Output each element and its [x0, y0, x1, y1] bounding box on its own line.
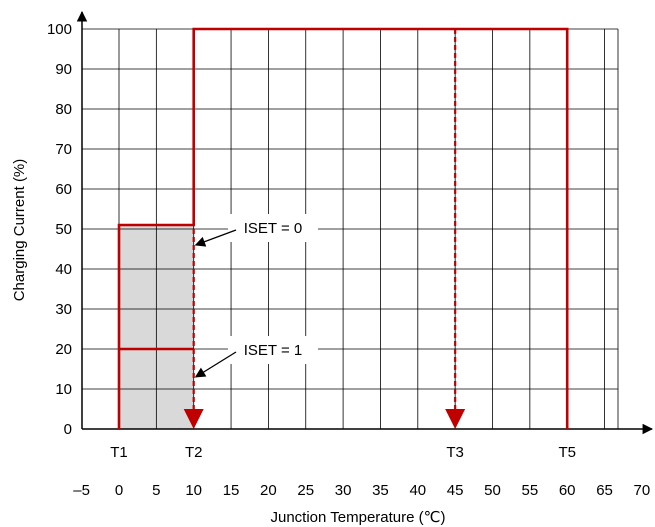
callout-label: ISET = 0 — [244, 220, 303, 237]
x-tick-label: 50 — [484, 482, 501, 499]
x-tick-label: 10 — [185, 482, 202, 499]
x-tick-label: 25 — [297, 482, 314, 499]
threshold-label: T5 — [558, 444, 576, 461]
y-tick-label: 20 — [55, 341, 72, 358]
callout-box — [228, 214, 318, 242]
y-tick-label: 40 — [55, 261, 72, 278]
dashed-arrow-head — [183, 409, 204, 429]
callout-box — [228, 336, 318, 364]
x-tick-label: 70 — [634, 482, 651, 499]
threshold-label: T3 — [446, 444, 464, 461]
x-tick-label: 60 — [559, 482, 576, 499]
y-tick-label: 0 — [64, 421, 72, 438]
x-axis-title: Junction Temperature (℃) — [271, 509, 446, 526]
x-tick-label: 15 — [223, 482, 240, 499]
y-tick-label: 100 — [47, 21, 72, 38]
x-tick-label: 20 — [260, 482, 277, 499]
threshold-label: T2 — [185, 444, 203, 461]
y-tick-label: 50 — [55, 221, 72, 238]
x-tick-label: 35 — [372, 482, 389, 499]
axis-layer — [76, 10, 654, 435]
x-tick-label: –5 — [73, 482, 90, 499]
callout-arrow — [194, 229, 237, 247]
x-tick-label: 45 — [447, 482, 464, 499]
y-tick-label: 30 — [55, 301, 72, 318]
callout-arrow — [194, 351, 237, 378]
x-tick-label: 0 — [115, 482, 123, 499]
callout-layer: ISET = 0 ISET = 1 — [194, 214, 318, 378]
y-tick-label: 90 — [55, 61, 72, 78]
label-layer: 0 10 20 30 40 50 60 70 80 90 100 –5 0 5 10 15 20 25 30 35 40… — [47, 21, 650, 499]
y-axis-title: Charging Current (%) — [11, 159, 28, 302]
x-tick-label: 55 — [522, 482, 539, 499]
y-tick-label: 80 — [55, 101, 72, 118]
callout-label: ISET = 1 — [244, 342, 303, 359]
threshold-label: T1 — [110, 444, 128, 461]
x-tick-label: 40 — [409, 482, 426, 499]
y-tick-label: 60 — [55, 181, 72, 198]
series-layer — [117, 27, 569, 429]
y-tick-label: 70 — [55, 141, 72, 158]
x-tick-label: 65 — [596, 482, 613, 499]
x-tick-label: 30 — [335, 482, 352, 499]
x-tick-label: 5 — [152, 482, 160, 499]
dashed-arrow-head — [445, 409, 466, 429]
y-tick-label: 10 — [55, 381, 72, 398]
